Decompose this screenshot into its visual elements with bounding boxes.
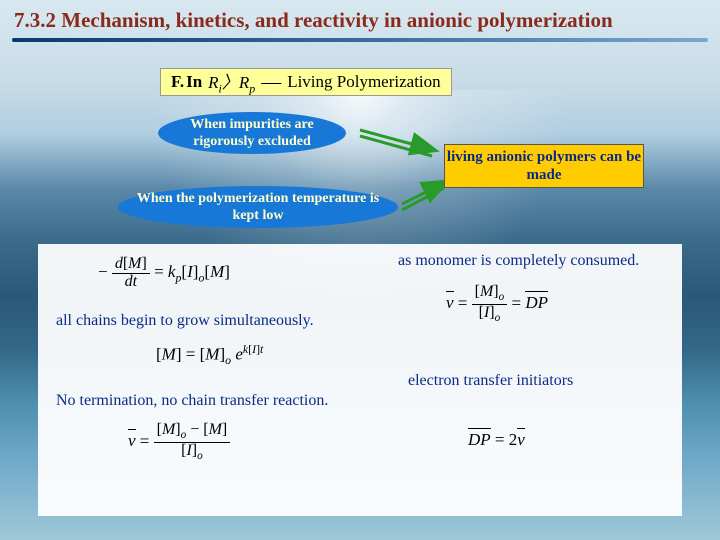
condition-relation: Ri〉Rp	[208, 68, 255, 96]
text-no-termination: No termination, no chain transfer reacti…	[56, 392, 328, 410]
condition-box: F. In Ri〉Rp — Living Polymerization	[160, 68, 452, 96]
result-box: living anionic polymers can be made	[444, 144, 644, 188]
condition-prefix: In	[186, 72, 202, 92]
condition-name: Living Polymerization	[287, 72, 440, 92]
equation-dp: DP = 2ν	[468, 430, 525, 450]
equation-nu-full: ν = [M]o [I]o = DP	[446, 284, 548, 325]
section-letter: F.	[171, 72, 184, 92]
condition-bubble-2: When the polymerization temperature is k…	[118, 186, 398, 228]
text-all-chains: all chains begin to grow simultaneously.	[56, 312, 314, 330]
equation-rate: − d[M] dt = kp[I]o[M]	[98, 256, 230, 291]
equation-nu-partial: ν = [M]o − [M] [I]o	[128, 422, 230, 463]
dash: —	[261, 71, 281, 94]
text-monomer-consumed: as monomer is completely consumed.	[398, 252, 639, 270]
content-panel: − d[M] dt = kp[I]o[M] all chains begin t…	[38, 244, 682, 516]
title-underline	[12, 38, 708, 42]
equation-monomer: [M] = [M]o ek[I]t	[156, 342, 263, 368]
text-electron-transfer: electron transfer initiators	[408, 372, 573, 390]
arrow-1	[356, 120, 446, 160]
condition-bubble-1: When impurities are rigorously excluded	[158, 112, 346, 154]
slide-title: 7.3.2 Mechanism, kinetics, and reactivit…	[14, 8, 613, 33]
